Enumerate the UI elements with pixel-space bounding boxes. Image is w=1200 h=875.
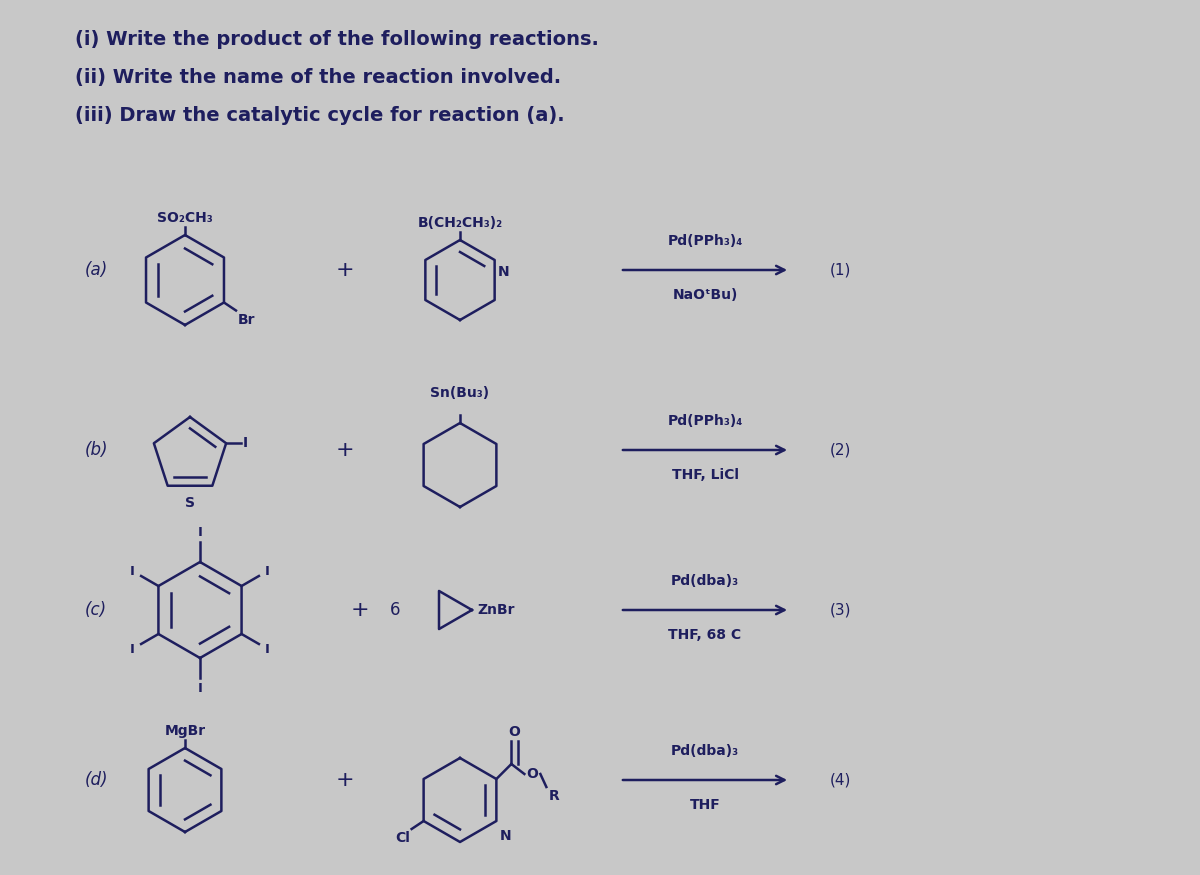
Text: (2): (2) [830, 443, 851, 458]
Text: I: I [198, 526, 203, 538]
Text: Pd(PPh₃)₄: Pd(PPh₃)₄ [667, 234, 743, 248]
Text: THF, 68 C: THF, 68 C [668, 628, 742, 642]
Text: THF, LiCl: THF, LiCl [672, 468, 738, 482]
Text: Br: Br [238, 312, 256, 326]
Text: (b): (b) [85, 441, 108, 459]
Text: 6: 6 [390, 601, 401, 619]
Text: Pd(dba)₃: Pd(dba)₃ [671, 574, 739, 588]
Text: MgBr: MgBr [164, 724, 205, 738]
Text: SO₂CH₃: SO₂CH₃ [157, 211, 212, 225]
Text: I: I [265, 642, 270, 655]
Text: (ii) Write the name of the reaction involved.: (ii) Write the name of the reaction invo… [74, 68, 562, 87]
Text: +: + [336, 440, 354, 460]
Text: S: S [185, 496, 194, 510]
Text: ZnBr: ZnBr [478, 603, 515, 617]
Text: O: O [527, 767, 539, 781]
Text: +: + [336, 260, 354, 280]
Text: I: I [130, 642, 134, 655]
Text: +: + [350, 600, 370, 620]
Text: (3): (3) [830, 603, 852, 618]
Text: I: I [198, 682, 203, 695]
Text: N: N [499, 829, 511, 843]
Text: (c): (c) [85, 601, 107, 619]
Text: (i) Write the product of the following reactions.: (i) Write the product of the following r… [74, 30, 599, 49]
Text: (a): (a) [85, 261, 108, 279]
Text: I: I [244, 437, 248, 451]
Text: Sn(Bu₃): Sn(Bu₃) [431, 386, 490, 400]
Text: O: O [509, 725, 521, 739]
Text: (4): (4) [830, 773, 851, 788]
Text: I: I [130, 564, 134, 578]
Text: I: I [265, 564, 270, 578]
Text: NaOᵗBu): NaOᵗBu) [672, 288, 738, 302]
Text: (iii) Draw the catalytic cycle for reaction (a).: (iii) Draw the catalytic cycle for react… [74, 106, 565, 125]
Text: B(CH₂CH₃)₂: B(CH₂CH₃)₂ [418, 216, 503, 230]
Text: R: R [548, 789, 559, 803]
Text: Pd(dba)₃: Pd(dba)₃ [671, 744, 739, 758]
Text: Pd(PPh₃)₄: Pd(PPh₃)₄ [667, 414, 743, 428]
Text: THF: THF [690, 798, 720, 812]
Text: (1): (1) [830, 262, 851, 277]
Text: (d): (d) [85, 771, 108, 789]
Text: +: + [336, 770, 354, 790]
Text: Cl: Cl [395, 831, 409, 845]
Text: N: N [498, 265, 509, 279]
